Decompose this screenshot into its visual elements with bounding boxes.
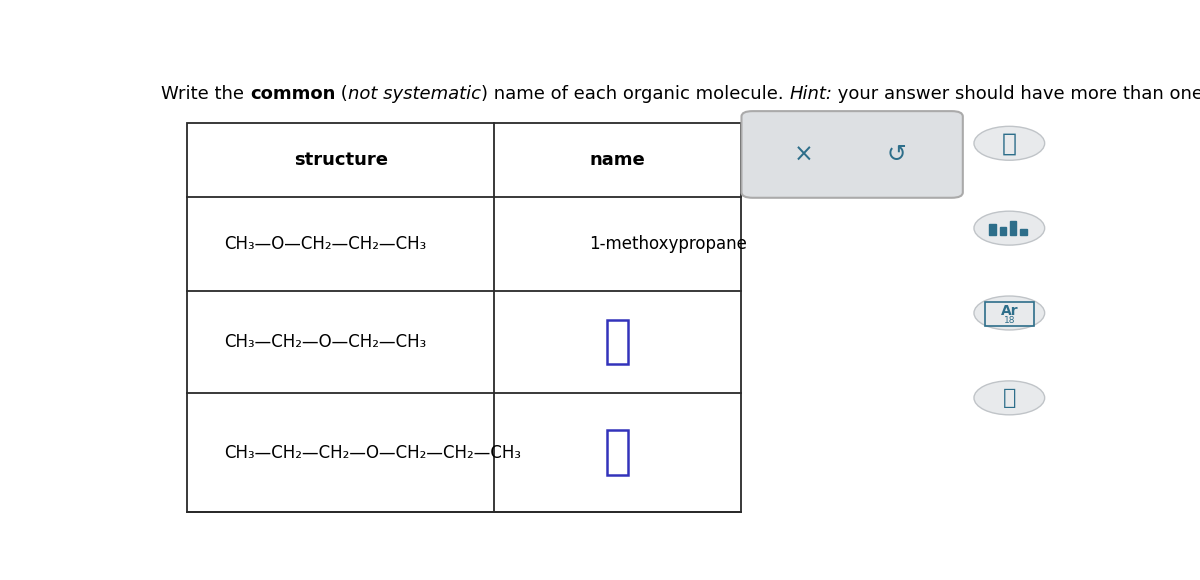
Bar [989, 224, 996, 235]
Text: Hint:: Hint: [790, 85, 833, 103]
Text: CH₃—O—CH₂—CH₂—CH₃: CH₃—O—CH₂—CH₂—CH₃ [224, 235, 427, 253]
Text: not systematic: not systematic [348, 85, 481, 103]
Circle shape [974, 211, 1045, 245]
Bar [1009, 222, 1016, 235]
Text: ×: × [794, 143, 814, 166]
Bar [607, 320, 628, 364]
Text: 1-methoxypropane: 1-methoxypropane [589, 235, 748, 253]
Text: ) name of each organic molecule.: ) name of each organic molecule. [481, 85, 790, 103]
Bar [1020, 230, 1026, 235]
Circle shape [974, 296, 1045, 330]
Bar [1000, 227, 1006, 235]
Text: ↺: ↺ [887, 143, 907, 166]
Circle shape [974, 126, 1045, 160]
Text: name: name [589, 151, 646, 169]
Text: structure: structure [294, 151, 388, 169]
Text: Ar: Ar [1001, 304, 1018, 318]
Text: common: common [250, 85, 335, 103]
Bar [607, 430, 628, 475]
Text: (: ( [335, 85, 348, 103]
Circle shape [974, 381, 1045, 415]
Text: 18: 18 [1003, 316, 1015, 325]
Bar [187, 123, 740, 512]
FancyBboxPatch shape [742, 111, 962, 198]
Bar [985, 302, 1033, 325]
Text: your answer should have more than one word.: your answer should have more than one wo… [833, 85, 1200, 103]
Text: ⧉: ⧉ [1003, 388, 1016, 408]
Text: CH₃—CH₂—O—CH₂—CH₃: CH₃—CH₂—O—CH₂—CH₃ [224, 333, 427, 351]
Text: Write the: Write the [161, 85, 250, 103]
Text: CH₃—CH₂—CH₂—O—CH₂—CH₂—CH₃: CH₃—CH₂—CH₂—O—CH₂—CH₂—CH₃ [224, 444, 521, 462]
Text: ⌗: ⌗ [1002, 131, 1016, 155]
